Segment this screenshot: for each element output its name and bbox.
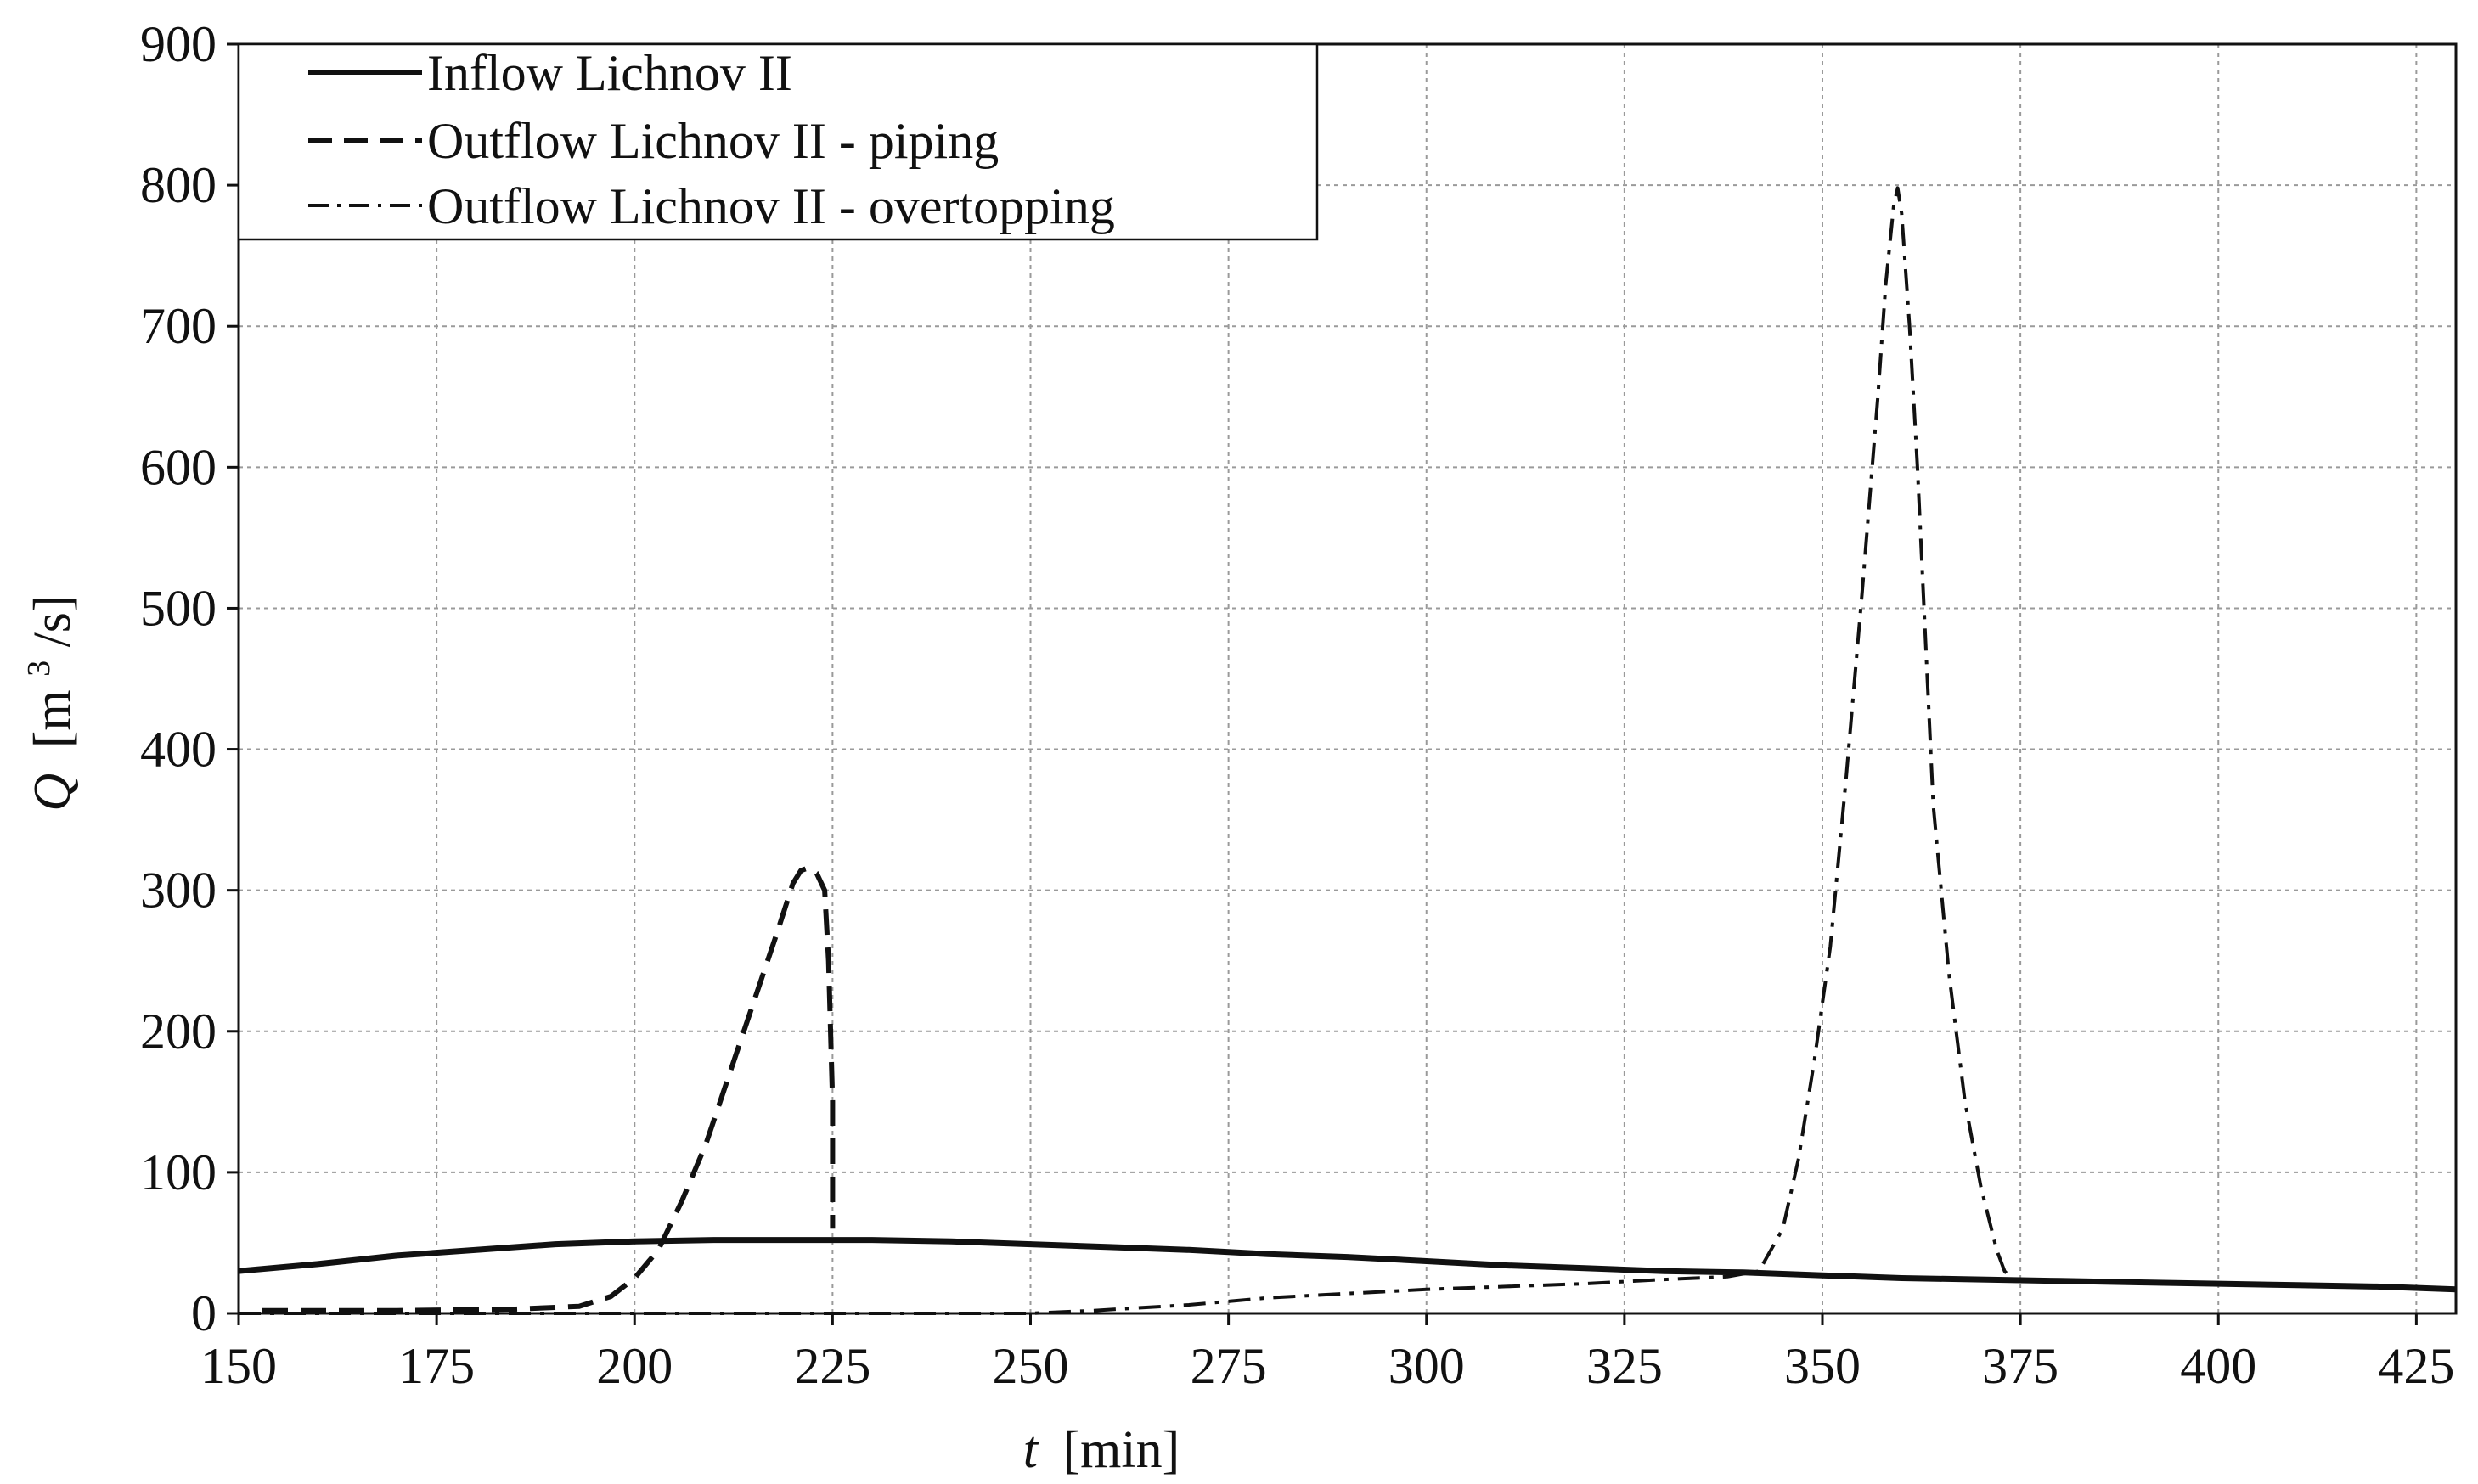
x-tick-label-150: 150 xyxy=(200,1338,277,1394)
x-tick-label-350: 350 xyxy=(1784,1338,1861,1394)
y-tick-label-700: 700 xyxy=(140,298,217,354)
y-tick-label-300: 300 xyxy=(140,863,217,919)
x-tick-label-300: 300 xyxy=(1388,1338,1465,1394)
y-tick-label-400: 400 xyxy=(140,722,217,778)
series-line-piping xyxy=(262,865,836,1313)
tick-marks xyxy=(227,42,2418,1325)
y-tick-label-600: 600 xyxy=(140,439,217,495)
x-tick-label-425: 425 xyxy=(2378,1338,2454,1394)
legend-entry-inflow: Inflow Lichnov II xyxy=(308,45,792,101)
series-group xyxy=(238,186,2457,1315)
series-line-overtopping xyxy=(239,186,2014,1315)
y-axis-unit-tail: /s] xyxy=(24,594,82,647)
x-tick-label-400: 400 xyxy=(2180,1338,2256,1394)
legend-entry-piping: Outflow Lichnov II - piping xyxy=(308,113,999,169)
y-tick-label-200: 200 xyxy=(140,1003,217,1060)
legend-label-piping: Outflow Lichnov II - piping xyxy=(427,113,999,169)
y-tick-labels: 0 100 200 300 400 500 600 700 800 900 xyxy=(140,16,217,1341)
y-tick-label-0: 0 xyxy=(191,1285,217,1341)
y-axis-unit: [m xyxy=(24,689,82,748)
y-tick-label-800: 800 xyxy=(140,157,217,213)
plot-frame xyxy=(237,42,2458,1315)
x-tick-label-250: 250 xyxy=(993,1338,1069,1394)
x-axis-variable: t xyxy=(1023,1421,1039,1479)
x-tick-labels: 150 175 200 225 250 275 300 325 350 375 400 425 xyxy=(200,1338,2454,1394)
x-tick-label-175: 175 xyxy=(398,1338,475,1394)
x-tick-label-225: 225 xyxy=(794,1338,870,1394)
series-line-inflow xyxy=(238,1237,2457,1293)
x-tick-label-325: 325 xyxy=(1586,1338,1663,1394)
legend: Inflow Lichnov II Outflow Lichnov II - p… xyxy=(237,42,1319,241)
y-axis-title: Q [m 3 /s] xyxy=(3,594,82,811)
x-tick-label-375: 375 xyxy=(1982,1338,2058,1394)
legend-label-inflow: Inflow Lichnov II xyxy=(427,45,792,101)
y-tick-label-500: 500 xyxy=(140,580,217,636)
y-axis-unit-superscript: 3 xyxy=(21,660,57,677)
x-tick-label-275: 275 xyxy=(1191,1338,1267,1394)
y-tick-label-100: 100 xyxy=(140,1144,217,1200)
y-tick-label-900: 900 xyxy=(140,16,217,72)
y-axis-variable: Q xyxy=(24,773,82,812)
x-tick-label-200: 200 xyxy=(596,1338,673,1394)
x-axis-unit: [min] xyxy=(1062,1421,1180,1479)
legend-label-overtopping: Outflow Lichnov II - overtopping xyxy=(427,178,1115,234)
x-axis-title: t [min] xyxy=(1023,1421,1180,1479)
legend-entry-overtopping: Outflow Lichnov II - overtopping xyxy=(308,178,1115,234)
